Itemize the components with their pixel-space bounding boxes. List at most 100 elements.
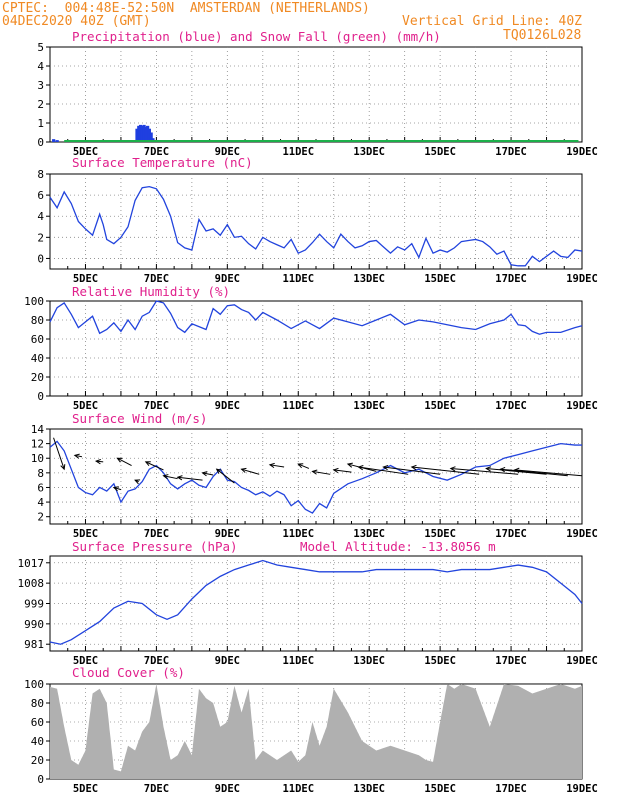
wind-arrow-head [346,462,353,468]
pres-xtick-label: 19DEC [566,655,598,667]
wind-xtick-label: 9DEC [215,528,240,540]
wind-arrow-head [382,464,389,471]
rh-ytick-label: 60 [31,333,44,346]
wind-ytick-label: 8 [37,467,44,480]
rh-ytick-label: 0 [37,390,44,403]
wind-arrow-head [60,464,66,471]
precip-xtick-label: 5DEC [73,146,98,158]
wind-xtick-label: 17DEC [495,528,527,540]
temp-xtick-label: 9DEC [215,273,240,285]
pres-xtick-label: 7DEC [144,655,169,667]
pres-ytick-label: 999 [24,598,44,611]
precip-bar [138,124,143,142]
rh-frame [49,300,583,397]
pres-xtick-label: 17DEC [495,655,527,667]
rh-xtick-label: 11DEC [282,400,314,412]
rh-ytick-label: 100 [24,295,44,308]
wind-arrow [514,469,583,477]
rh-title: Relative Humidity (%) [72,284,231,299]
wind-arrow-head [94,458,101,465]
pres-subtitle: Model Altitude: -13.8056 m [300,539,496,554]
wind-xtick-label: 5DEC [73,528,98,540]
temp-ytick-label: 0 [37,252,44,265]
wind-arrow-head [485,466,492,472]
header-grid-line: Vertical Grid Line: 40Z [402,14,583,29]
wind-arrow-head [297,463,304,469]
wind-arrow [312,470,331,475]
precip-bar [149,132,153,142]
wind-arrow [298,463,310,469]
wind-arrow-head [73,453,80,459]
temp-ytick-label: 4 [37,210,44,223]
cloud-ytick-label: 40 [31,735,44,748]
precip-bar [144,126,148,142]
rh-ytick-label: 40 [31,352,44,365]
cloud-area [50,684,582,779]
wind-arrow [202,472,214,476]
temp-xtick-label: 7DEC [144,273,169,285]
cloud-xtick-label: 11DEC [282,783,314,795]
precip-ytick-label: 3 [37,79,44,92]
wind-arrow-head [144,461,151,467]
wind-series-line [49,440,582,514]
precip-xtick-label: 9DEC [215,146,240,158]
wind-arrow-head [311,469,318,475]
wind-arrow-head [357,465,364,471]
precip-bar [140,125,144,142]
cloud-title: Cloud Cover (%) [72,665,185,680]
precip-xtick-label: 7DEC [144,146,169,158]
wind-arrow [241,468,260,475]
cloud-xtick-label: 9DEC [215,783,240,795]
precip-ytick-label: 0 [37,136,44,149]
precip-bar [137,125,141,142]
cloud-xtick-label: 15DEC [424,783,456,795]
cloud-ytick-label: 100 [24,678,44,691]
wind-arrow-head [112,486,119,492]
precip-xtick-label: 13DEC [353,146,385,158]
pres-ytick-label: 990 [24,618,44,631]
wind-xtick-label: 11DEC [282,528,314,540]
wind-arrow [96,460,104,463]
wind-arrow [53,437,65,470]
wind-ytick-label: 6 [37,481,44,494]
precip-bar [142,124,146,142]
precip-ytick-label: 4 [37,60,44,73]
cloud-ytick-label: 80 [31,697,44,710]
rh-xtick-label: 7DEC [144,400,169,412]
pres-ytick-label: 1017 [18,557,45,570]
wind-arrow-head [116,457,123,463]
wind-xtick-label: 7DEC [144,528,169,540]
wind-arrow-head [201,471,208,477]
rh-ytick-label: 20 [31,371,44,384]
pres-xtick-label: 15DEC [424,655,456,667]
wind-arrow-head [513,467,520,473]
pres-xtick-label: 13DEC [353,655,385,667]
rh-xtick-label: 13DEC [353,400,385,412]
wind-arrow [163,475,178,480]
wind-arrow-head [134,479,141,485]
wind-arrow [113,486,122,491]
precip-bar [55,140,59,142]
pres-ytick-label: 1008 [18,577,45,590]
wind-ytick-label: 10 [31,452,44,465]
wind-arrow [117,457,132,466]
rh-xtick-label: 9DEC [215,400,240,412]
wind-arrow [383,466,441,475]
precip-xtick-label: 15DEC [424,146,456,158]
cloud-ytick-label: 20 [31,754,44,767]
rh-xtick-label: 15DEC [424,400,456,412]
temp-xtick-label: 13DEC [353,273,385,285]
temp-xtick-label: 17DEC [495,273,527,285]
rh-xtick-label: 17DEC [495,400,527,412]
wind-xtick-label: 15DEC [424,528,456,540]
wind-arrow [269,464,285,468]
wind-arrow-head [268,462,275,469]
pres-xtick-label: 11DEC [282,655,314,667]
wind-arrow [358,466,409,475]
wind-arrow [177,476,203,481]
wind-arrow [145,461,164,471]
rh-xtick-label: 5DEC [73,400,98,412]
wind-arrow-head [410,464,417,471]
wind-ytick-label: 4 [37,496,44,509]
